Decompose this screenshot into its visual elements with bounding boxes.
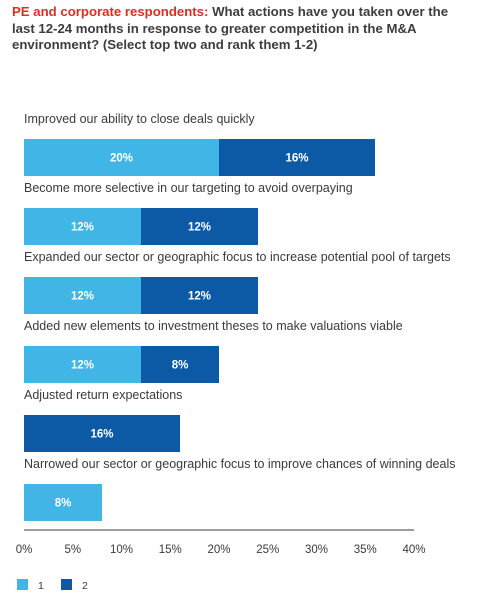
bar-segment-series-2 bbox=[24, 415, 180, 452]
category-label: Become more selective in our targeting t… bbox=[24, 181, 353, 195]
bar-value-label: 12% bbox=[188, 291, 211, 303]
bar-segment-series-2 bbox=[141, 208, 258, 245]
bar-segment-series-1 bbox=[24, 277, 141, 314]
x-tick-label: 40% bbox=[402, 544, 425, 556]
x-tick-label: 5% bbox=[64, 544, 81, 556]
x-tick-label: 30% bbox=[305, 544, 328, 556]
x-tick-label: 25% bbox=[256, 544, 279, 556]
bar-segment-series-1 bbox=[24, 139, 219, 176]
bar-segment-series-1 bbox=[24, 484, 102, 521]
bar-value-label: 8% bbox=[172, 360, 189, 372]
bar-value-label: 12% bbox=[71, 291, 94, 303]
category-label: Narrowed our sector or geographic focus … bbox=[24, 457, 455, 471]
bars-group: 20% 16% 12% 12% 12% 12% 12% 8% 16% 8% bbox=[24, 139, 375, 521]
category-label: Adjusted return expectations bbox=[24, 388, 182, 402]
x-tick-label: 10% bbox=[110, 544, 133, 556]
legend-swatch-2 bbox=[61, 579, 72, 590]
x-tick-label: 20% bbox=[207, 544, 230, 556]
chart-title: PE and corporate respondents: What actio… bbox=[12, 4, 472, 54]
category-label: Improved our ability to close deals quic… bbox=[24, 112, 255, 126]
bar-value-label: 12% bbox=[71, 222, 94, 234]
bar-value-label: 12% bbox=[188, 222, 211, 234]
category-labels: Improved our ability to close deals quic… bbox=[24, 112, 455, 471]
legend-label: 1 bbox=[38, 580, 44, 592]
chart-title-lead: PE and corporate respondents: bbox=[12, 4, 209, 19]
category-label: Expanded our sector or geographic focus … bbox=[24, 250, 451, 264]
bar-value-label: 16% bbox=[285, 153, 308, 165]
bar-segment-series-2 bbox=[141, 346, 219, 383]
x-tick-label: 15% bbox=[159, 544, 182, 556]
x-axis-ticks: 0% 5% 10% 15% 20% 25% 30% 35% 40% bbox=[16, 544, 426, 556]
bar-value-label: 16% bbox=[90, 429, 113, 441]
bar-value-label: 12% bbox=[71, 360, 94, 372]
bar-segment-series-2 bbox=[219, 139, 375, 176]
bar-segment-series-1 bbox=[24, 346, 141, 383]
x-tick-label: 0% bbox=[16, 544, 33, 556]
legend-label: 2 bbox=[82, 580, 88, 592]
category-label: Added new elements to investment theses … bbox=[24, 319, 403, 333]
bar-value-label: 8% bbox=[55, 498, 72, 510]
legend-swatch-1 bbox=[17, 579, 28, 590]
bar-segment-series-2 bbox=[141, 277, 258, 314]
x-tick-label: 35% bbox=[354, 544, 377, 556]
bar-segment-series-1 bbox=[24, 208, 141, 245]
bar-value-label: 20% bbox=[110, 153, 133, 165]
chart-title-text: What actions have you taken over the las… bbox=[12, 4, 449, 52]
